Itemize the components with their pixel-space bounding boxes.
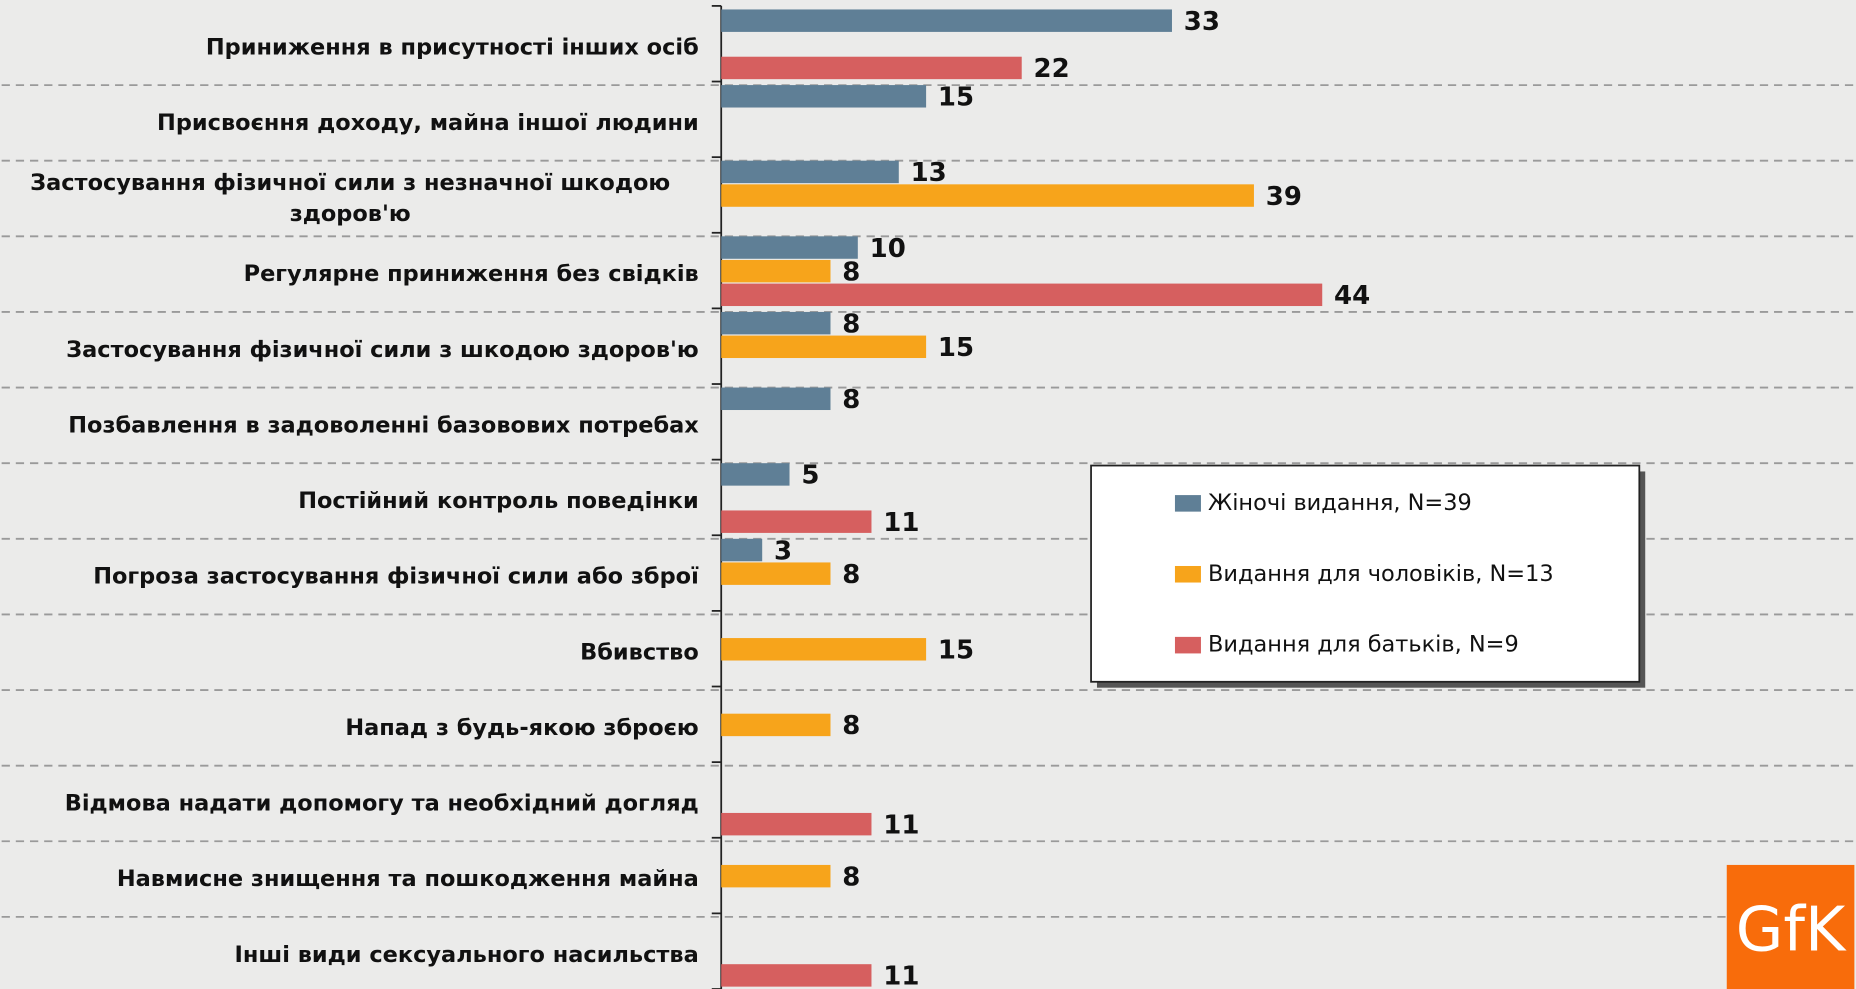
- category-label-box: Застосування фізичної сили з шкодою здор…: [2, 312, 699, 388]
- value-label: 8: [842, 385, 860, 415]
- category-label-box: Вбивство: [2, 614, 699, 690]
- category-label-box: Регулярне приниження без свідків: [2, 236, 699, 312]
- value-label: 11: [883, 810, 919, 840]
- bar: [721, 236, 858, 259]
- bar: [721, 335, 927, 359]
- bar: [721, 160, 899, 184]
- logo-box: [1726, 864, 1855, 989]
- value-label: 15: [938, 636, 974, 666]
- bar: [721, 463, 790, 486]
- category-row: Регулярне приниження без свідків: [2, 236, 699, 312]
- value-label: 10: [870, 234, 906, 264]
- category-label: Напад з будь-якою зброєю: [345, 714, 699, 741]
- category-label-box: Приниження в присутності інших осіб: [2, 9, 699, 85]
- value-label: 8: [842, 711, 860, 741]
- category-label: Присвоєння доходу, майна іншої людини: [157, 109, 699, 136]
- bar: [721, 387, 831, 411]
- legend-swatch: [1174, 565, 1201, 583]
- category-label-box: Застосування фізичної сили з незначної ш…: [2, 161, 699, 237]
- plot: Приниження в присутності інших осіб Присв…: [2, 5, 1370, 989]
- category-label-box: Присвоєння доходу, майна іншої людини: [2, 85, 699, 161]
- value-label: 15: [938, 83, 974, 113]
- value-label: 33: [1184, 7, 1220, 37]
- legend-swatch: [1174, 495, 1201, 512]
- value-label: 39: [1266, 182, 1302, 212]
- value-label: 8: [842, 309, 860, 339]
- category-row: Присвоєння доходу, майна іншої людини: [2, 85, 699, 161]
- value-label: 5: [801, 461, 819, 491]
- category-label: Постійний контроль поведінки: [298, 488, 699, 514]
- category-label-box: Інші види сексуального насильства: [2, 917, 699, 989]
- category-row: Застосування фізичної сили з шкодою здор…: [2, 312, 699, 388]
- category-row: Вбивство: [2, 614, 699, 690]
- category-label-box: Постійний контроль поведінки: [2, 463, 699, 539]
- category-label-box: Відмова надати допомогу та необхідний до…: [2, 766, 699, 842]
- category-label-box: Позбавлення в задоволенні базововиx потр…: [2, 388, 699, 464]
- bar: [721, 964, 872, 987]
- bar: [721, 184, 1254, 207]
- category-label-box: Напад з будь-якою зброєю: [2, 690, 699, 766]
- value-label: 15: [938, 333, 974, 363]
- category-label-box: Навмисне знищення та пошкодження майна: [2, 841, 699, 917]
- value-label: 44: [1334, 281, 1370, 311]
- legend-label: Видання для чоловіків, N=13: [1208, 561, 1554, 587]
- bar: [721, 864, 831, 888]
- category-row: Навмисне знищення та пошкодження майна: [2, 841, 699, 917]
- legend: Жіночі видання, N=39 Видання для чоловікі…: [1090, 464, 1646, 688]
- category-label: Вбивство: [580, 639, 699, 666]
- bar: [721, 283, 1323, 307]
- bar: [721, 812, 872, 836]
- legend-swatch: [1174, 636, 1201, 654]
- category-row: Погроза застосування фізичної сили або з…: [2, 539, 699, 615]
- category-row: Напад з будь-якою зброєю: [2, 690, 699, 766]
- value-label: 8: [842, 257, 860, 287]
- legend-label: Видання для батьків, N=9: [1208, 632, 1519, 658]
- value-label: 22: [1034, 54, 1070, 84]
- category-row: Приниження в присутності інших осіб: [2, 9, 699, 85]
- category-label-box: Погроза застосування фізичної сили або з…: [2, 539, 699, 615]
- bar: [721, 311, 831, 335]
- value-label: 13: [911, 158, 947, 188]
- bar: [721, 510, 872, 533]
- value-label: 8: [842, 560, 860, 590]
- category-label: Навмисне знищення та пошкодження майна: [116, 866, 699, 893]
- category-label: Відмова надати допомогу та необхідний до…: [64, 790, 699, 817]
- category-row: Відмова надати допомогу та необхідний до…: [2, 766, 699, 842]
- legend-label: Жіночі видання, N=39: [1208, 490, 1472, 516]
- category-label: Застосування фізичної сили з шкодою здор…: [66, 336, 699, 363]
- value-label: 11: [883, 962, 919, 989]
- category-label: Інші види сексуального насильства: [234, 941, 699, 968]
- category-label: Погроза застосування фізичної сили або з…: [93, 563, 699, 590]
- category-row: Постійний контроль поведінки: [2, 463, 699, 539]
- value-label: 11: [883, 508, 919, 538]
- bar: [721, 638, 927, 661]
- bar: [721, 259, 831, 283]
- category-label: Приниження в присутності інших осіб: [205, 34, 699, 61]
- category-row: Позбавлення в задоволенні базововиx потр…: [2, 388, 699, 464]
- value-label: 3: [774, 536, 792, 566]
- category-label: Регулярне приниження без свідків: [243, 261, 699, 288]
- value-label: 8: [842, 862, 860, 892]
- bar: [721, 538, 763, 562]
- logo: GfK: [1736, 895, 1847, 966]
- bar: [721, 56, 1022, 80]
- category-row: Інші види сексуального насильства: [2, 917, 699, 989]
- bar: [721, 85, 927, 108]
- bar: [721, 713, 831, 737]
- category-label: Застосування фізичної сили з незначної ш…: [30, 170, 671, 227]
- bar: [721, 9, 1172, 32]
- category-label: Позбавлення в задоволенні базововиx потр…: [68, 412, 699, 439]
- bar: [721, 562, 831, 585]
- category-row: Застосування фізичної сили з незначної ш…: [2, 161, 699, 237]
